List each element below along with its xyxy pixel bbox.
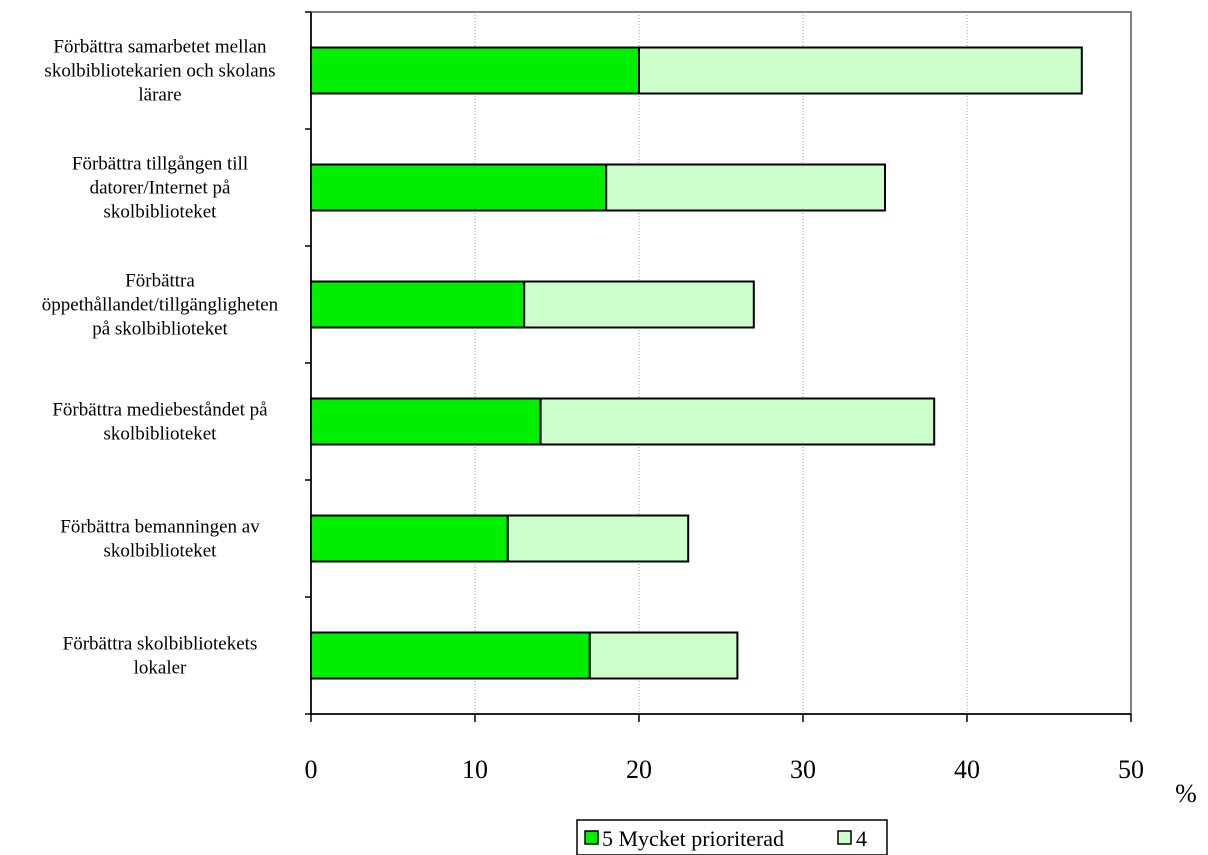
bar-series-2: [523, 280, 755, 329]
category-label: Förbättra tillgången till datorer/Interne…: [72, 154, 248, 223]
category-label-line: skolbiblioteket: [104, 424, 218, 445]
x-tick-label: 10: [462, 755, 488, 784]
bar-series-2: [638, 46, 1083, 95]
bar-series-2: [539, 397, 936, 446]
x-axis-unit-label: %: [1175, 779, 1197, 808]
bar-series-1: [310, 631, 591, 680]
legend-label-series-2: 4: [856, 826, 867, 851]
legend-box: [576, 819, 888, 855]
x-tick-label: 0: [305, 755, 318, 784]
category-label-line: Förbättra skolbibliotekets: [63, 634, 258, 655]
category-label-line: Förbättra samarbetet mellan: [53, 37, 267, 58]
category-label-line: lärare: [138, 85, 181, 106]
gridlines: [474, 12, 968, 714]
plot-area: [310, 11, 1132, 715]
category-label-line: lokaler: [134, 658, 187, 679]
legend-label-series-1: 5 Mycket prioriterad: [602, 826, 784, 851]
bar-series-1: [310, 280, 526, 329]
x-tick-label: 50: [1118, 755, 1144, 784]
category-labels: Förbättra samarbetet mellan skolbibliotek…: [42, 37, 279, 679]
bars: [310, 46, 1083, 680]
category-label-line: Förbättra: [125, 271, 195, 292]
bar-series-2: [588, 631, 739, 680]
bar-series-1: [310, 46, 640, 95]
category-label-line: öppethållandet/tillgängligheten: [42, 295, 279, 316]
category-label-line: Förbättra bemanningen av: [60, 517, 260, 538]
category-label: Förbättra skolbibliotekets lokaler: [63, 634, 258, 679]
category-label: Förbättra bemanningen av skolbiblioteket: [60, 517, 260, 562]
category-label-line: skolbiblioteket: [104, 541, 218, 562]
category-label-line: datorer/Internet på: [90, 178, 231, 199]
category-label-line: på skolbiblioteket: [92, 319, 228, 340]
bar-series-1: [310, 514, 509, 563]
category-label: Förbättra samarbetet mellan skolbibliotek…: [44, 37, 275, 106]
x-tick-label: 30: [790, 755, 816, 784]
bar-series-2: [506, 514, 690, 563]
category-label-line: Förbättra tillgången till: [72, 154, 248, 175]
legend: 5 Mycket prioriterad 4: [576, 819, 888, 855]
bar-series-2: [605, 163, 886, 212]
category-label-line: skolbibliotekarien och skolans: [44, 61, 275, 82]
x-tick-label: 40: [954, 755, 980, 784]
category-label-line: skolbiblioteket: [104, 202, 218, 223]
category-label: Förbättra mediebeståndet på skolbibliotek…: [52, 400, 268, 445]
bar-series-1: [310, 397, 542, 446]
x-axis-ticks: 0 10 20 30 40 50: [305, 713, 1144, 784]
y-axis: [305, 11, 312, 715]
category-label: Förbättra öppethållandet/tillgängligheten…: [42, 271, 279, 340]
bar-series-1: [310, 163, 608, 212]
legend-swatch-series-2: [837, 830, 852, 845]
category-label-line: Förbättra mediebeståndet på: [52, 400, 268, 421]
x-tick-label: 20: [626, 755, 652, 784]
legend-swatch-series-1: [584, 830, 599, 845]
